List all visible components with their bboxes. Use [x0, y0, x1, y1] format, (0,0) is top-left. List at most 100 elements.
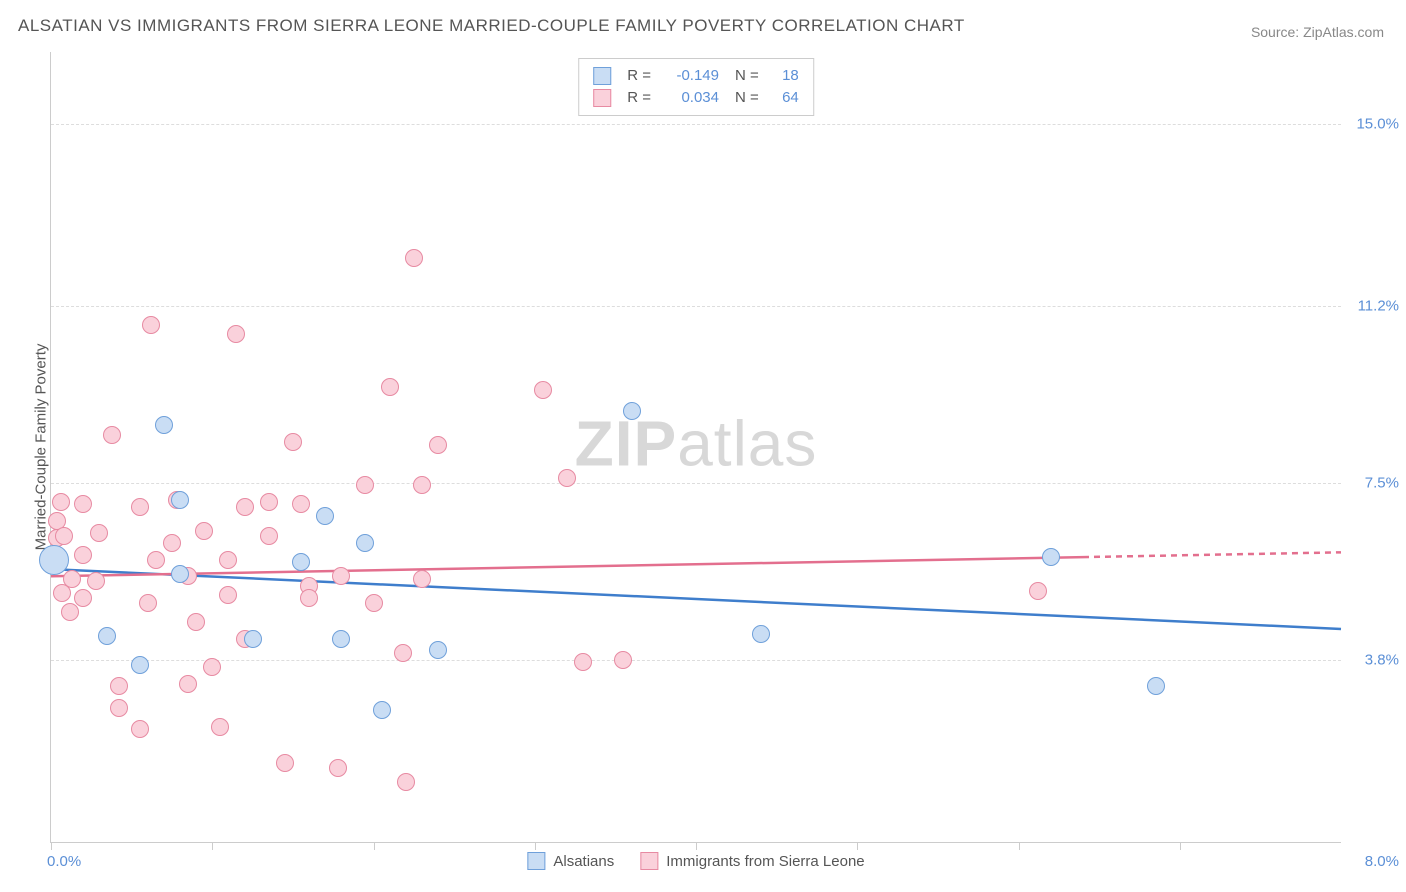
watermark-rest: atlas: [677, 407, 817, 479]
data-point: [429, 641, 447, 659]
data-point: [244, 630, 262, 648]
legend-n-prefix-1: N =: [735, 87, 759, 109]
legend-r-value-1: 0.034: [665, 87, 719, 109]
legend-r-prefix-0: R =: [627, 65, 651, 87]
regression-line: [51, 557, 1083, 576]
data-point: [623, 402, 641, 420]
series-legend-label-1: Immigrants from Sierra Leone: [666, 853, 864, 870]
data-point: [381, 378, 399, 396]
data-point: [1147, 677, 1165, 695]
gridline-h: [51, 306, 1341, 307]
gridline-h: [51, 483, 1341, 484]
data-point: [394, 644, 412, 662]
data-point: [219, 551, 237, 569]
data-point: [1029, 582, 1047, 600]
data-point: [332, 630, 350, 648]
legend-n-value-0: 18: [773, 65, 799, 87]
x-tick: [535, 842, 536, 850]
legend-n-prefix-0: N =: [735, 65, 759, 87]
x-tick: [374, 842, 375, 850]
chart-plot-area: ZIPatlas Married-Couple Family Poverty 0…: [50, 52, 1341, 843]
series-legend-swatch-1: [640, 852, 658, 870]
legend-swatch-1: [593, 89, 611, 107]
data-point: [405, 249, 423, 267]
correlation-legend-row-1: R = 0.034 N = 64: [593, 87, 799, 109]
series-legend-item-1: Immigrants from Sierra Leone: [640, 852, 864, 870]
x-tick: [1180, 842, 1181, 850]
legend-r-value-0: -0.149: [665, 65, 719, 87]
series-legend-swatch-0: [527, 852, 545, 870]
data-point: [131, 498, 149, 516]
legend-n-value-1: 64: [773, 87, 799, 109]
data-point: [413, 570, 431, 588]
data-point: [413, 476, 431, 494]
correlation-legend: R = -0.149 N = 18 R = 0.034 N = 64: [578, 58, 814, 116]
data-point: [332, 567, 350, 585]
series-legend-label-0: Alsatians: [553, 853, 614, 870]
data-point: [276, 754, 294, 772]
data-point: [558, 469, 576, 487]
data-point: [63, 570, 81, 588]
data-point: [329, 759, 347, 777]
data-point: [195, 522, 213, 540]
gridline-h: [51, 660, 1341, 661]
x-tick: [212, 842, 213, 850]
data-point: [316, 507, 334, 525]
watermark: ZIPatlas: [575, 406, 818, 480]
data-point: [397, 773, 415, 791]
data-point: [260, 493, 278, 511]
data-point: [110, 677, 128, 695]
data-point: [163, 534, 181, 552]
data-point: [260, 527, 278, 545]
y-tick-label: 7.5%: [1365, 474, 1399, 491]
data-point: [356, 534, 374, 552]
data-point: [219, 586, 237, 604]
data-point: [171, 491, 189, 509]
data-point: [534, 381, 552, 399]
data-point: [74, 546, 92, 564]
data-point: [211, 718, 229, 736]
data-point: [187, 613, 205, 631]
x-axis-max-label: 8.0%: [1365, 853, 1399, 870]
chart-title: ALSATIAN VS IMMIGRANTS FROM SIERRA LEONE…: [18, 16, 965, 36]
data-point: [227, 325, 245, 343]
data-point: [147, 551, 165, 569]
x-tick: [696, 842, 697, 850]
data-point: [236, 498, 254, 516]
data-point: [139, 594, 157, 612]
source-attribution: Source: ZipAtlas.com: [1251, 24, 1384, 40]
data-point: [39, 545, 69, 575]
data-point: [131, 656, 149, 674]
data-point: [98, 627, 116, 645]
data-point: [55, 527, 73, 545]
y-axis-label: Married-Couple Family Poverty: [33, 344, 50, 551]
data-point: [300, 589, 318, 607]
series-legend-item-0: Alsatians: [527, 852, 614, 870]
data-point: [1042, 548, 1060, 566]
data-point: [131, 720, 149, 738]
series-legend: Alsatians Immigrants from Sierra Leone: [527, 852, 864, 870]
data-point: [155, 416, 173, 434]
data-point: [142, 316, 160, 334]
data-point: [61, 603, 79, 621]
x-axis-min-label: 0.0%: [47, 853, 81, 870]
legend-r-prefix-1: R =: [627, 87, 651, 109]
legend-swatch-0: [593, 67, 611, 85]
x-tick: [1019, 842, 1020, 850]
data-point: [574, 653, 592, 671]
y-tick-label: 11.2%: [1358, 297, 1399, 314]
data-point: [103, 426, 121, 444]
regression-lines-layer: [51, 52, 1341, 842]
data-point: [203, 658, 221, 676]
data-point: [284, 433, 302, 451]
data-point: [356, 476, 374, 494]
data-point: [74, 495, 92, 513]
data-point: [365, 594, 383, 612]
data-point: [614, 651, 632, 669]
data-point: [752, 625, 770, 643]
data-point: [110, 699, 128, 717]
regression-line: [1083, 552, 1341, 557]
data-point: [87, 572, 105, 590]
data-point: [52, 493, 70, 511]
data-point: [179, 675, 197, 693]
